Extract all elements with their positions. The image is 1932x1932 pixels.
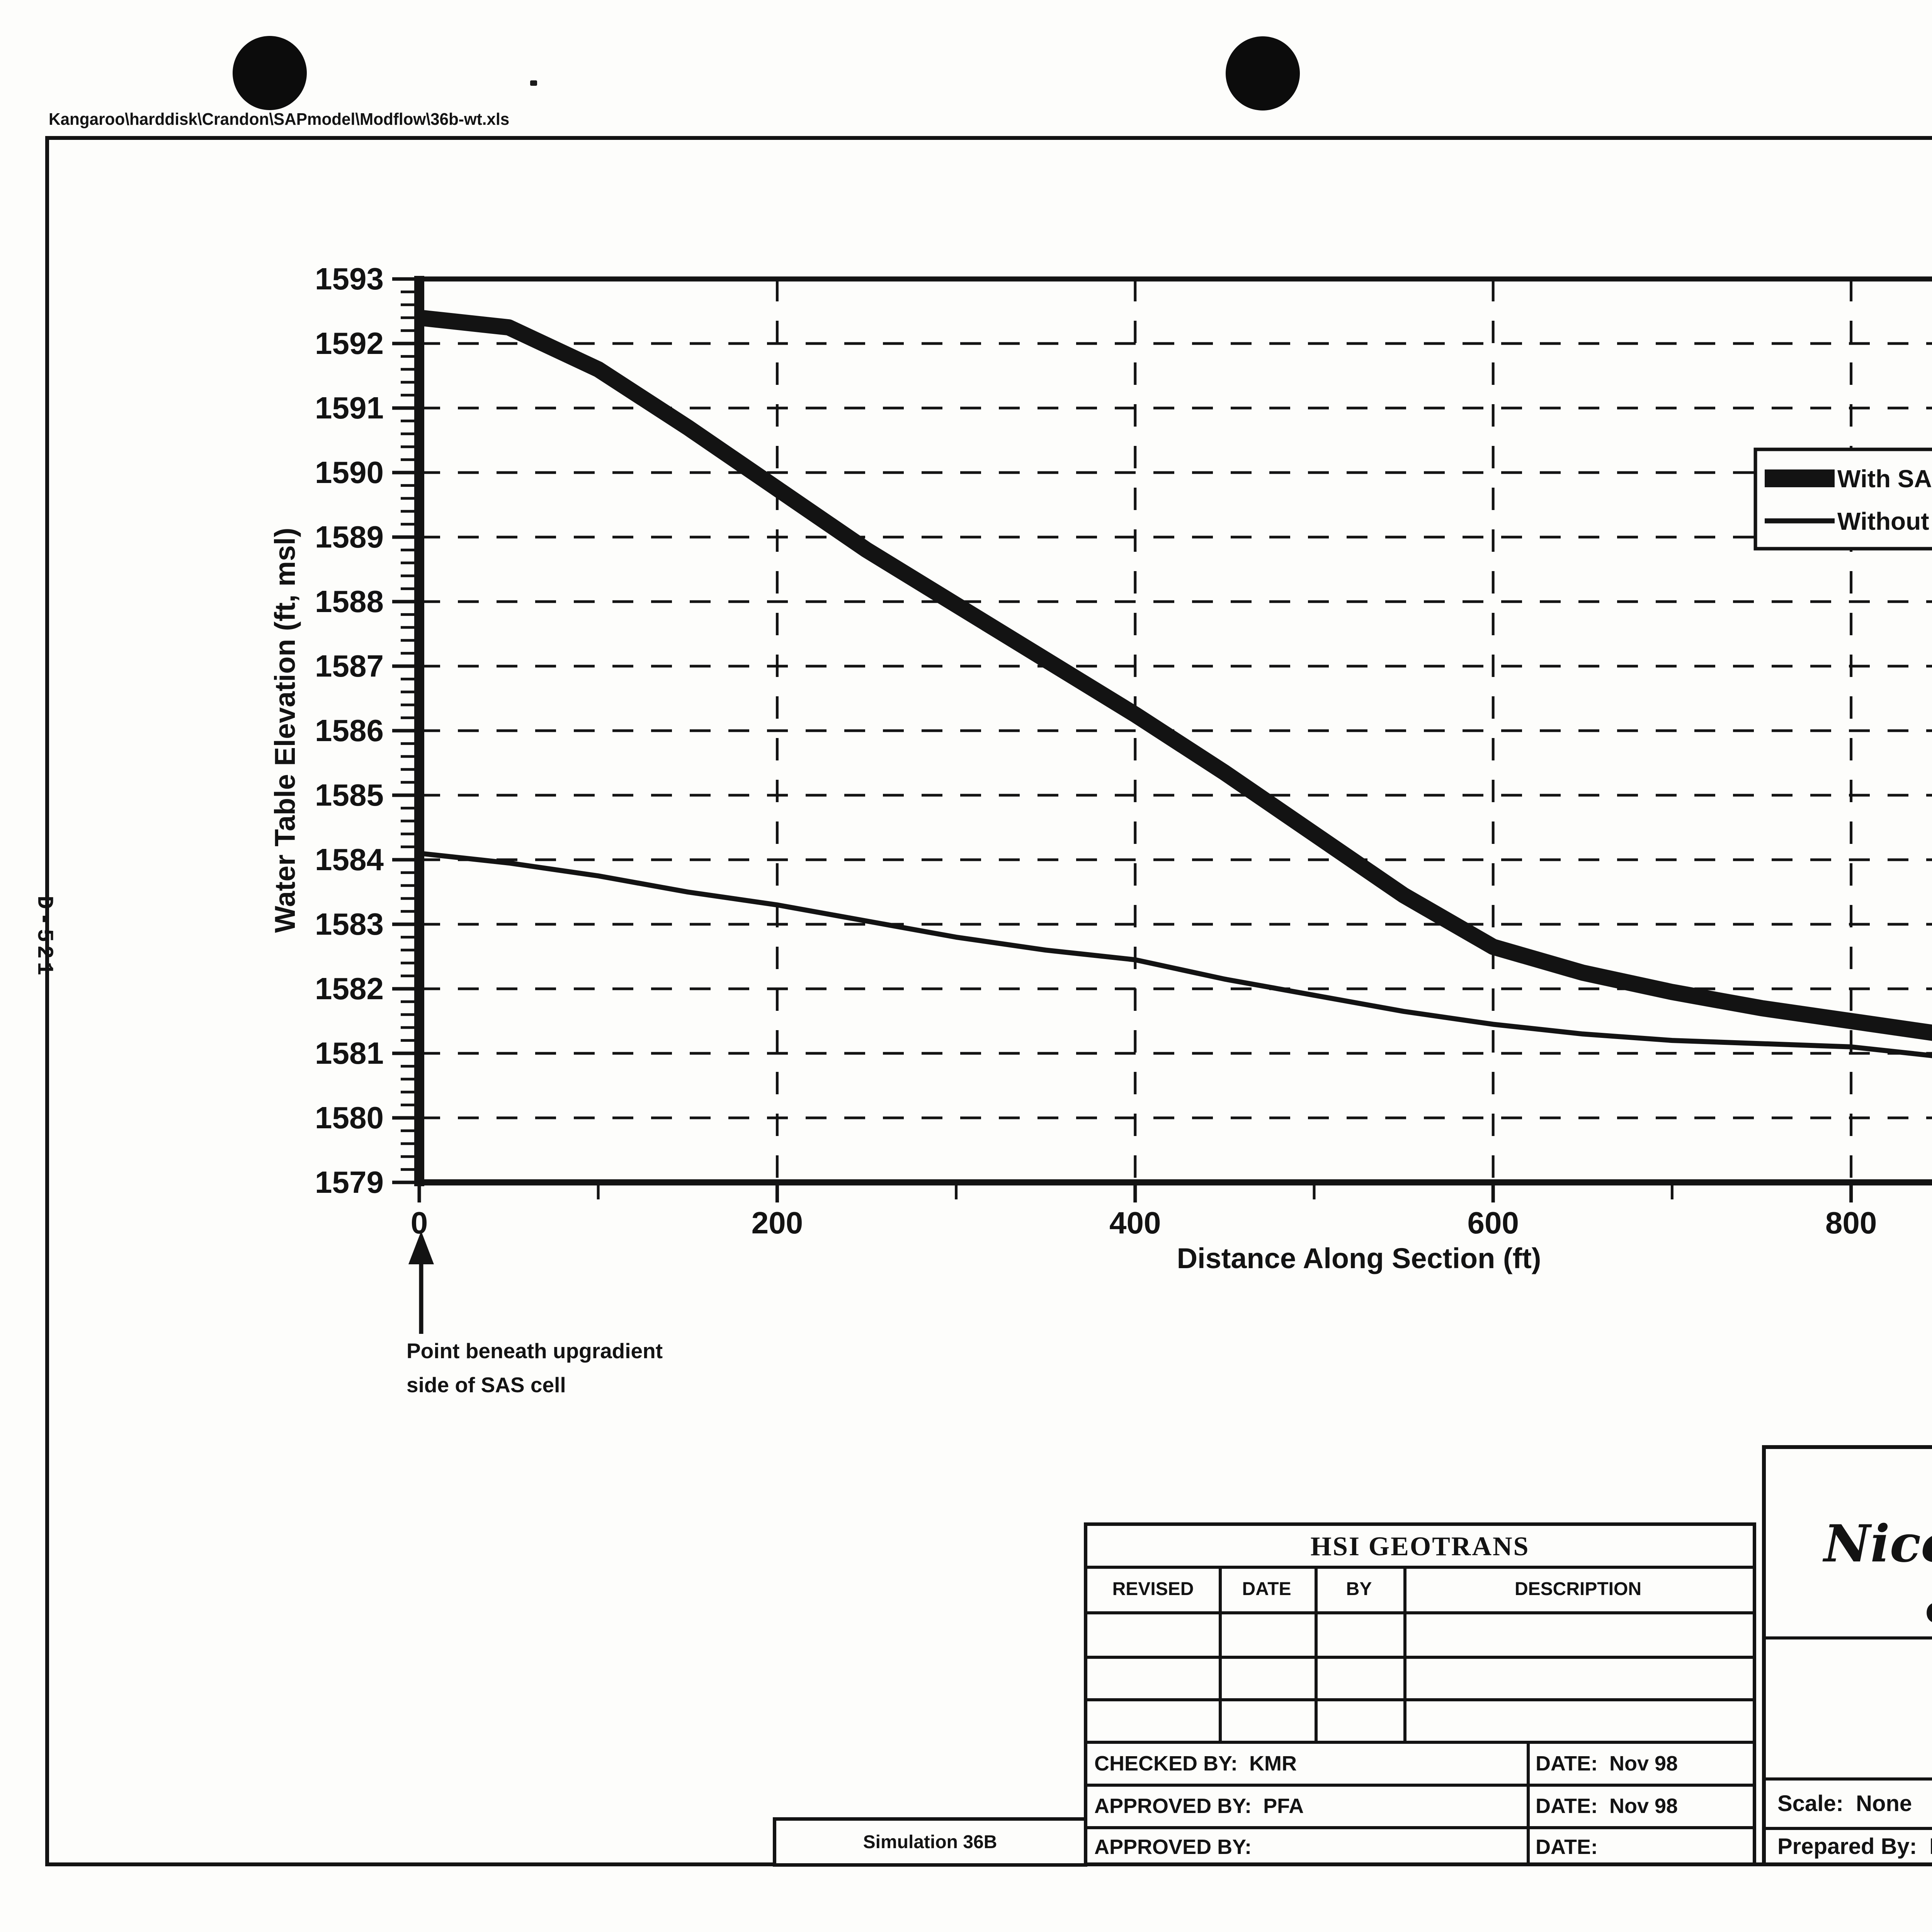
y-tick-label: 1590: [315, 455, 384, 490]
table-rule: [1087, 1656, 1753, 1659]
annotation-arrow: [408, 1231, 434, 1334]
revision-table: HSI GEOTRANS REVISED DATE BY DESCRIPTION…: [1084, 1522, 1756, 1866]
y-tick-label: 1579: [315, 1165, 384, 1199]
col-header: DATE: [1242, 1579, 1291, 1599]
scale-field: Scale: None: [1777, 1791, 1912, 1816]
checked-by: CHECKED BY: KMR: [1094, 1752, 1297, 1775]
legend-label: Without SAS Cell: [1837, 507, 1932, 535]
figure-number: Figure 3-5: [1766, 1649, 1932, 1679]
approved-date-1: DATE: Nov 98: [1536, 1794, 1678, 1818]
table-rule: [1087, 1826, 1753, 1829]
y-tick-label: 1591: [315, 391, 384, 425]
y-tick-label: 1582: [315, 971, 384, 1006]
x-tick-label: 800: [1825, 1206, 1877, 1240]
punch-hole-icon: [233, 36, 307, 110]
legend-box: [1753, 447, 1932, 551]
y-tick-label: 1583: [315, 907, 384, 941]
axes: [414, 276, 1932, 1186]
y-tick-label: 1580: [315, 1100, 384, 1135]
legend-label: With SAS Cell: [1837, 465, 1932, 493]
prepared-by-field: Prepared By: HSI GEOTRANS: [1777, 1834, 1932, 1859]
block-rule: [1766, 1827, 1932, 1830]
figure-title-line: Initial Parameter Values, Cell B: [1766, 1730, 1932, 1758]
table-rule: [1087, 1566, 1753, 1569]
x-axis-title: Distance Along Section (ft): [1177, 1242, 1541, 1274]
x-tick-label: 0: [411, 1206, 428, 1240]
table-rule: [1087, 1784, 1753, 1787]
punch-hole-icon: [1226, 36, 1300, 111]
simulation-label: Simulation 36B: [863, 1832, 997, 1852]
gridlines: [419, 279, 1932, 1182]
figure-title-line: Water Table Mounding with: [1766, 1689, 1932, 1717]
col-header: BY: [1346, 1579, 1372, 1599]
approved-by-2: APPROVED BY:: [1094, 1835, 1252, 1859]
y-tick-label: 1584: [315, 842, 384, 877]
column-rule: [1403, 1566, 1406, 1741]
block-rule: [1766, 1777, 1932, 1781]
y-tick-label: 1589: [315, 520, 384, 554]
series-thin: [419, 850, 1932, 1058]
y-tick-label: 1592: [315, 326, 384, 361]
y-tick-label: 1581: [315, 1036, 384, 1070]
column-rule: [1315, 1566, 1318, 1741]
y-tick-label: 1585: [315, 778, 384, 812]
firm-name: HSI GEOTRANS: [1310, 1532, 1530, 1561]
axis-ticks: [392, 277, 1853, 1202]
y-tick-label: 1588: [315, 584, 384, 619]
table-rule: [1087, 1611, 1753, 1614]
logo-company: COMPANY: [1839, 1597, 1932, 1629]
column-rule: [1219, 1566, 1222, 1741]
y-tick-label: 1593: [315, 262, 384, 296]
col-header: DESCRIPTION: [1514, 1579, 1642, 1599]
x-tick-label: 200: [752, 1206, 803, 1240]
logo-name-left: Nicolet: [1824, 1514, 1932, 1574]
y-tick-label: 1586: [315, 713, 384, 748]
y-axis-title: Water Table Elevation (ft, msl): [269, 527, 301, 933]
table-rule: [1087, 1741, 1753, 1744]
checked-date: DATE: Nov 98: [1536, 1752, 1678, 1775]
tick-labels: 1579 1580 1581 1582 1583 1584 1585 1586 1587 1588…: [315, 262, 1877, 1240]
approved-date-2: DATE:: [1536, 1835, 1598, 1859]
x-tick-label: 600: [1467, 1206, 1519, 1240]
block-rule: [1766, 1636, 1932, 1639]
col-header: REVISED: [1112, 1579, 1194, 1599]
x-tick-label: 400: [1109, 1206, 1161, 1240]
approved-by-1: APPROVED BY: PFA: [1094, 1794, 1304, 1818]
annotation-line: Point beneath upgradient: [406, 1339, 663, 1363]
column-rule: [1527, 1741, 1530, 1863]
chart-annotation: Point beneath upgradient side of SAS cel…: [406, 1334, 663, 1402]
annotation-line: side of SAS cell: [406, 1373, 566, 1397]
up-arrow-icon: [408, 1231, 434, 1264]
figure-block: Nicolet Minerals COMPANY Mining for the …: [1762, 1445, 1932, 1866]
table-rule: [1087, 1698, 1753, 1701]
y-tick-label: 1587: [315, 649, 384, 683]
simulation-box: Simulation 36B: [773, 1817, 1087, 1867]
file-path-text: Kangaroo\harddisk\Crandon\SAPmodel\Modfl…: [49, 110, 510, 129]
series-thick: [418, 310, 1932, 1041]
scan-speck: [530, 80, 537, 86]
legend: With SAS Cell Without SAS Cell: [1753, 447, 1932, 551]
data-series: [418, 310, 1932, 1058]
